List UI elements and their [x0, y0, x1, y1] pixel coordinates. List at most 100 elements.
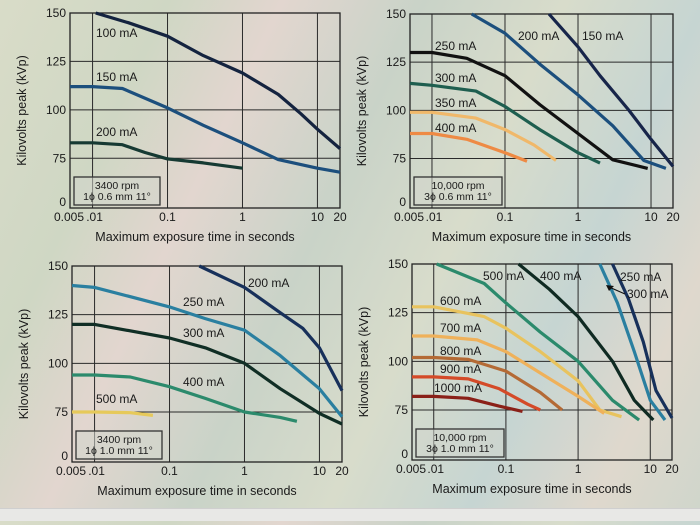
x-tick-label: 0.005: [56, 464, 86, 478]
series-line-250-ma: [611, 263, 674, 419]
y-tick-label: 100: [386, 103, 406, 117]
series-label: 400 mA: [540, 269, 581, 283]
y-axis-label: Kilovolts peak (kVp): [357, 307, 371, 417]
series-line-400-ma: [72, 373, 298, 423]
series-line-250-ma: [71, 283, 344, 418]
series-label: 600 mA: [440, 294, 481, 308]
x-tick-label: 20: [666, 210, 680, 224]
x-axis-label: Maximum exposure time in seconds: [432, 482, 631, 496]
x-tick-label: 0.005: [54, 210, 84, 224]
series-line-300-ma: [598, 263, 667, 421]
series-line-100-ma: [95, 11, 342, 150]
series-label: 350 mA: [435, 96, 476, 110]
series-label: 250 mA: [183, 295, 224, 309]
x-tick-label: 10: [311, 210, 325, 224]
series-line-200-ma: [70, 141, 243, 170]
x-tick-label: 0.005: [396, 462, 426, 476]
spec-box-line: 10,000 rpm: [431, 180, 484, 192]
series-label: 250 mA: [620, 270, 661, 284]
series-line-900-ma: [412, 375, 541, 412]
chart-panel-bottom-left: 0 75 100 125 150 0.005.01 0.1 1 10 20 Maximum expo…: [17, 259, 349, 498]
plot-frame: [69, 12, 341, 209]
series-line-800-ma: [412, 355, 564, 412]
series-label: 800 mA: [440, 344, 481, 358]
y-axis-label: Kilovolts peak (kVp): [17, 309, 31, 419]
y-tick-label: 75: [393, 152, 407, 166]
y-tick-label: 100: [46, 103, 66, 117]
y-tick-label: 100: [48, 356, 68, 370]
y-tick-label: 0: [401, 447, 408, 461]
x-axis-label: Maximum exposure time in seconds: [95, 230, 294, 244]
series-line-1000-ma: [412, 394, 523, 413]
y-tick-label: 125: [388, 306, 408, 320]
spec-box: [73, 176, 161, 206]
chart-panel-top-left: 0 75 100 125 150 0.005.01 0.1 1 10 20 Maximum expo…: [15, 6, 347, 244]
y-tick-label: 150: [386, 7, 406, 21]
x-tick-label: 20: [333, 210, 347, 224]
x-tick-label: 0.005: [394, 210, 424, 224]
series-line-350-ma: [410, 110, 557, 162]
series-line-150-ma: [70, 85, 341, 174]
x-tick-label: 0.1: [497, 210, 514, 224]
spec-box-line: 10,000 rpm: [433, 432, 486, 444]
series-line-250-ma: [410, 50, 649, 170]
series-line-500-ma: [72, 410, 154, 417]
x-axis-label: Maximum exposure time in seconds: [97, 484, 296, 498]
x-tick-label: .01: [426, 210, 443, 224]
plot-frame: [411, 263, 673, 461]
series-line-300-ma: [72, 322, 343, 426]
x-tick-label: 1: [575, 210, 582, 224]
y-tick-label: 125: [46, 54, 66, 68]
y-tick-label: 0: [59, 195, 66, 209]
x-tick-label: 10: [644, 462, 658, 476]
series-label: 100 mA: [96, 26, 137, 40]
spec-box: [75, 430, 163, 460]
spec-box-line: 3400 rpm: [95, 180, 140, 192]
chart-panel-bottom-right: 0 75 100 125 150 0.005.01 0.1 1 10 20 Maximum expo…: [357, 257, 679, 496]
series-line-400-ma: [410, 131, 528, 163]
y-tick-label: 0: [61, 449, 68, 463]
y-axis-label: Kilovolts peak (kVp): [355, 56, 369, 166]
y-tick-label: 100: [388, 354, 408, 368]
x-tick-label: .01: [86, 210, 103, 224]
y-tick-label: 125: [386, 55, 406, 69]
y-tick-label: 75: [395, 403, 409, 417]
series-label: 900 mA: [440, 362, 481, 376]
series-line-150-ma: [547, 12, 675, 168]
series-label: 300 mA: [435, 71, 476, 85]
x-tick-label: 20: [665, 462, 679, 476]
series-label: 1000 mA: [434, 381, 482, 395]
spec-box-line: 1ϕ 1.0 mm 11°: [85, 445, 153, 457]
arrow-head-icon: [606, 285, 614, 291]
series-label: 700 mA: [440, 321, 481, 335]
y-tick-label: 150: [388, 257, 408, 271]
x-tick-label: 1: [241, 464, 248, 478]
x-tick-label: 0.1: [159, 210, 176, 224]
series-label: 300 mA: [183, 326, 224, 340]
spec-box-line: 3400 rpm: [97, 434, 142, 446]
series-line-500-ma: [436, 262, 641, 422]
series-label: 300 mA: [627, 287, 668, 301]
series-label: 400 mA: [183, 375, 224, 389]
chart-panel-top-right: 0 75 100 125 150 0.005.01 0.1 1 10 20 Maximum expo…: [355, 7, 680, 244]
series-label: 200 mA: [96, 125, 137, 139]
x-axis-label: Maximum exposure time in seconds: [432, 230, 631, 244]
y-axis-label: Kilovolts peak (kVp): [15, 55, 29, 165]
x-tick-label: 10: [313, 464, 327, 478]
series-label: 250 mA: [435, 39, 476, 53]
x-tick-label: 1: [575, 462, 582, 476]
spec-box: [415, 428, 505, 458]
spec-box-line: 3ϕ 0.6 mm 11°: [424, 191, 492, 203]
series-line-400-ma: [517, 262, 655, 422]
y-tick-label: 150: [48, 259, 68, 273]
spec-box-line: 3ϕ 1.0 mm 11°: [426, 443, 494, 455]
y-tick-label: 150: [46, 6, 66, 20]
plot-frame: [71, 265, 343, 463]
spec-box-line: 1ϕ 0.6 mm 11°: [83, 191, 151, 203]
series-label: 150 mA: [582, 29, 623, 43]
series-label: 150 mA: [96, 70, 137, 84]
spec-box: [413, 176, 503, 206]
y-tick-label: 75: [53, 151, 67, 165]
